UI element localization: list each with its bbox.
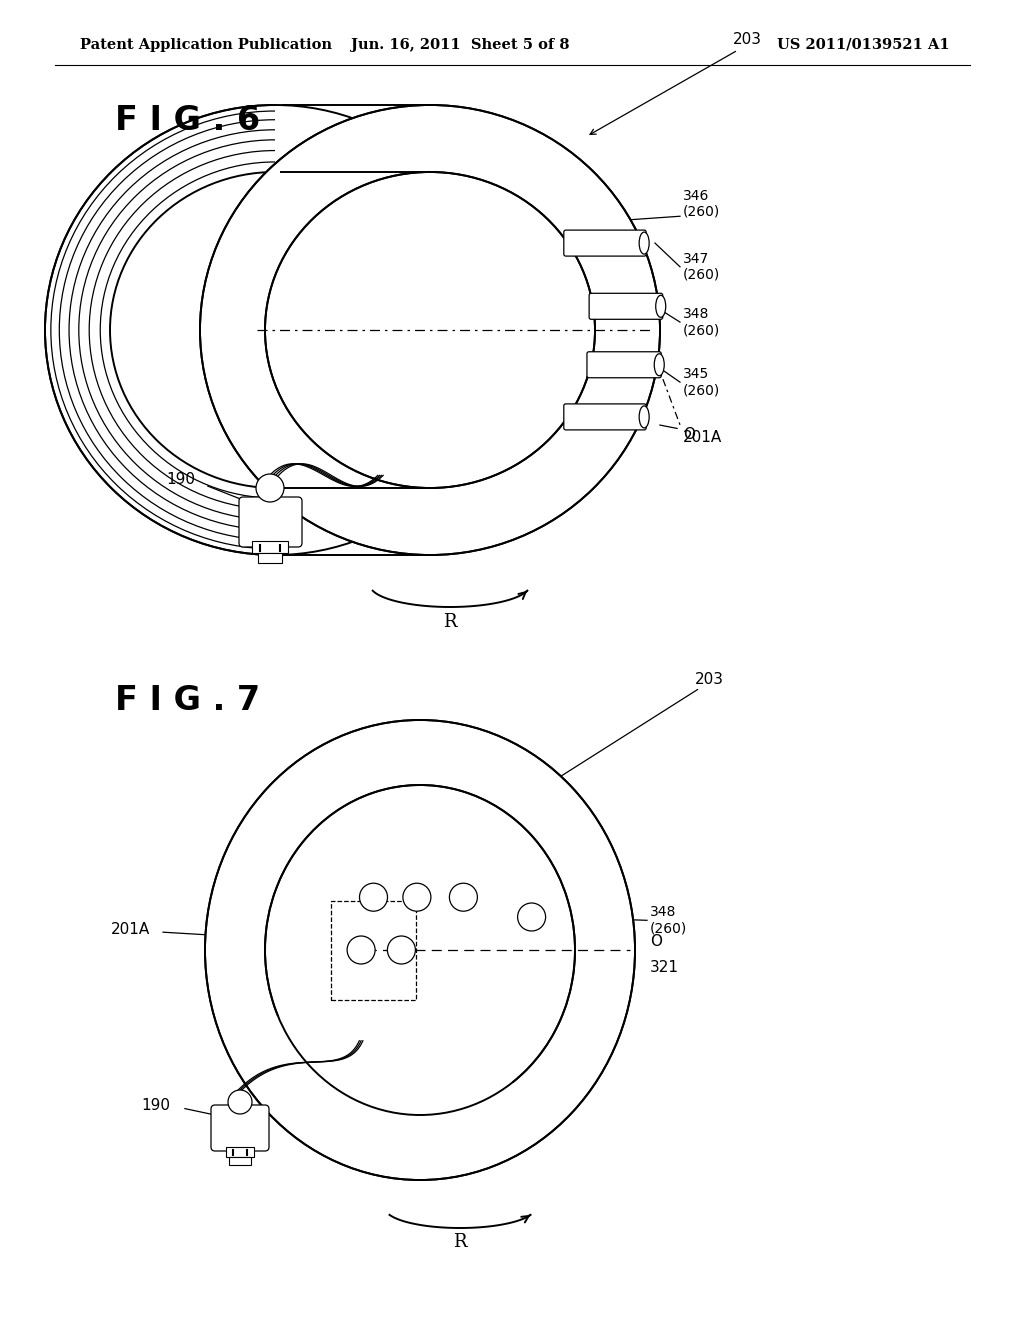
Ellipse shape: [45, 106, 505, 554]
Text: 230: 230: [414, 148, 443, 162]
Circle shape: [256, 474, 284, 502]
Bar: [258, 553, 282, 564]
FancyBboxPatch shape: [587, 351, 662, 378]
Text: Jun. 16, 2011  Sheet 5 of 8: Jun. 16, 2011 Sheet 5 of 8: [351, 38, 569, 51]
Bar: [229, 1158, 251, 1166]
Text: O: O: [650, 935, 662, 949]
Circle shape: [450, 883, 477, 911]
Text: 230: 230: [421, 148, 450, 164]
FancyBboxPatch shape: [564, 230, 646, 256]
Text: 348
(260): 348 (260): [683, 308, 720, 337]
Circle shape: [402, 883, 431, 911]
Text: US 2011/0139521 A1: US 2011/0139521 A1: [777, 38, 950, 51]
Circle shape: [359, 883, 387, 911]
Text: 346
(260): 346 (260): [311, 788, 349, 818]
Text: 230: 230: [479, 847, 508, 862]
Text: 201A: 201A: [111, 923, 150, 937]
Ellipse shape: [200, 106, 660, 554]
Ellipse shape: [639, 232, 649, 253]
Ellipse shape: [655, 296, 666, 317]
Text: 321: 321: [650, 961, 679, 975]
Text: 345
(260): 345 (260): [371, 788, 408, 818]
Text: 347
(260): 347 (260): [443, 808, 480, 838]
Ellipse shape: [654, 354, 665, 376]
Text: F I G . 7: F I G . 7: [115, 684, 260, 717]
FancyBboxPatch shape: [239, 498, 302, 546]
Text: O: O: [683, 426, 695, 442]
Text: 203: 203: [733, 33, 762, 48]
Ellipse shape: [205, 719, 635, 1180]
Text: R: R: [454, 1233, 467, 1251]
FancyBboxPatch shape: [589, 293, 663, 319]
Circle shape: [228, 1090, 252, 1114]
Text: 190: 190: [141, 1097, 170, 1113]
Text: 203: 203: [695, 672, 724, 688]
Ellipse shape: [265, 785, 575, 1115]
Bar: [252, 541, 288, 553]
Circle shape: [347, 936, 375, 964]
Circle shape: [387, 936, 416, 964]
Text: 348
(260): 348 (260): [650, 906, 687, 936]
FancyBboxPatch shape: [211, 1105, 269, 1151]
Text: 201A: 201A: [683, 430, 722, 446]
Text: R: R: [443, 612, 457, 631]
Text: F I G . 6: F I G . 6: [115, 103, 260, 136]
FancyBboxPatch shape: [564, 404, 646, 430]
Text: 347
(260): 347 (260): [683, 252, 720, 282]
Text: 345
(260): 345 (260): [683, 367, 720, 397]
Bar: [226, 1147, 254, 1158]
Bar: [331, 900, 416, 999]
Ellipse shape: [639, 407, 649, 428]
Text: Patent Application Publication: Patent Application Publication: [80, 38, 332, 51]
Circle shape: [517, 903, 546, 931]
Text: 190: 190: [166, 473, 195, 487]
Ellipse shape: [265, 172, 595, 488]
Text: 346
(260): 346 (260): [683, 189, 720, 219]
